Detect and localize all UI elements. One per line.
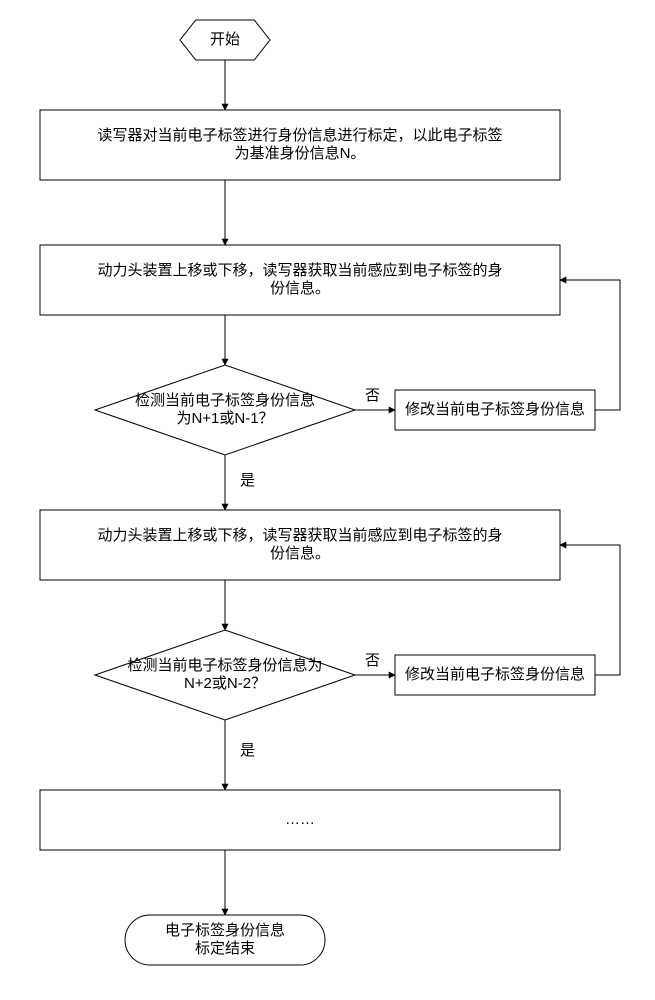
node-text: 份信息。 xyxy=(270,545,330,562)
node-end: 电子标签身份信息标定结束 xyxy=(125,915,325,965)
node-text: 标定结束 xyxy=(195,940,255,957)
node-text: 开始 xyxy=(210,31,240,48)
flowchart-svg: 开始读写器对当前电子标签进行身份信息进行标定，以此电子标签为基准身份信息N。动力… xyxy=(0,0,655,1000)
edge-label: 否 xyxy=(365,387,380,404)
node-text: …… xyxy=(285,811,315,828)
node-text: 修改当前电子标签身份信息 xyxy=(405,666,585,683)
node-text: 份信息。 xyxy=(270,280,330,297)
node-mod2: 修改当前电子标签身份信息 xyxy=(395,655,595,695)
edge-label: 是 xyxy=(240,472,255,489)
node-text: 为基准身份信息N。 xyxy=(235,145,366,162)
node-dec1: 检测当前电子标签身份信息为N+1或N-1？ xyxy=(95,365,355,455)
node-text: 动力头装置上移或下移，读写器获取当前感应到电子标签的身 xyxy=(97,261,502,279)
node-text: 修改当前电子标签身份信息 xyxy=(405,401,585,418)
node-dec2: 检测当前电子标签身份信息为N+2或N-2？ xyxy=(95,630,355,720)
node-text: 读写器对当前电子标签进行身份信息进行标定，以此电子标签 xyxy=(97,127,502,144)
node-mod1: 修改当前电子标签身份信息 xyxy=(395,390,595,430)
node-move2: 动力头装置上移或下移，读写器获取当前感应到电子标签的身份信息。 xyxy=(40,510,560,580)
node-text: 检测当前电子标签身份信息 xyxy=(135,392,315,409)
node-text: 动力头装置上移或下移，读写器获取当前感应到电子标签的身 xyxy=(97,526,502,544)
edge-label: 否 xyxy=(365,652,380,669)
node-start: 开始 xyxy=(180,20,270,60)
node-move1: 动力头装置上移或下移，读写器获取当前感应到电子标签的身份信息。 xyxy=(40,245,560,315)
node-text: N+2或N-2？ xyxy=(184,675,266,692)
edge-label: 是 xyxy=(240,742,255,759)
node-text: 电子标签身份信息 xyxy=(165,922,285,939)
node-text: 为N+1或N-1？ xyxy=(176,410,273,427)
node-ellipsis: …… xyxy=(40,790,560,850)
node-text: 检测当前电子标签身份信息为 xyxy=(127,657,322,674)
node-calib: 读写器对当前电子标签进行身份信息进行标定，以此电子标签为基准身份信息N。 xyxy=(40,110,560,180)
